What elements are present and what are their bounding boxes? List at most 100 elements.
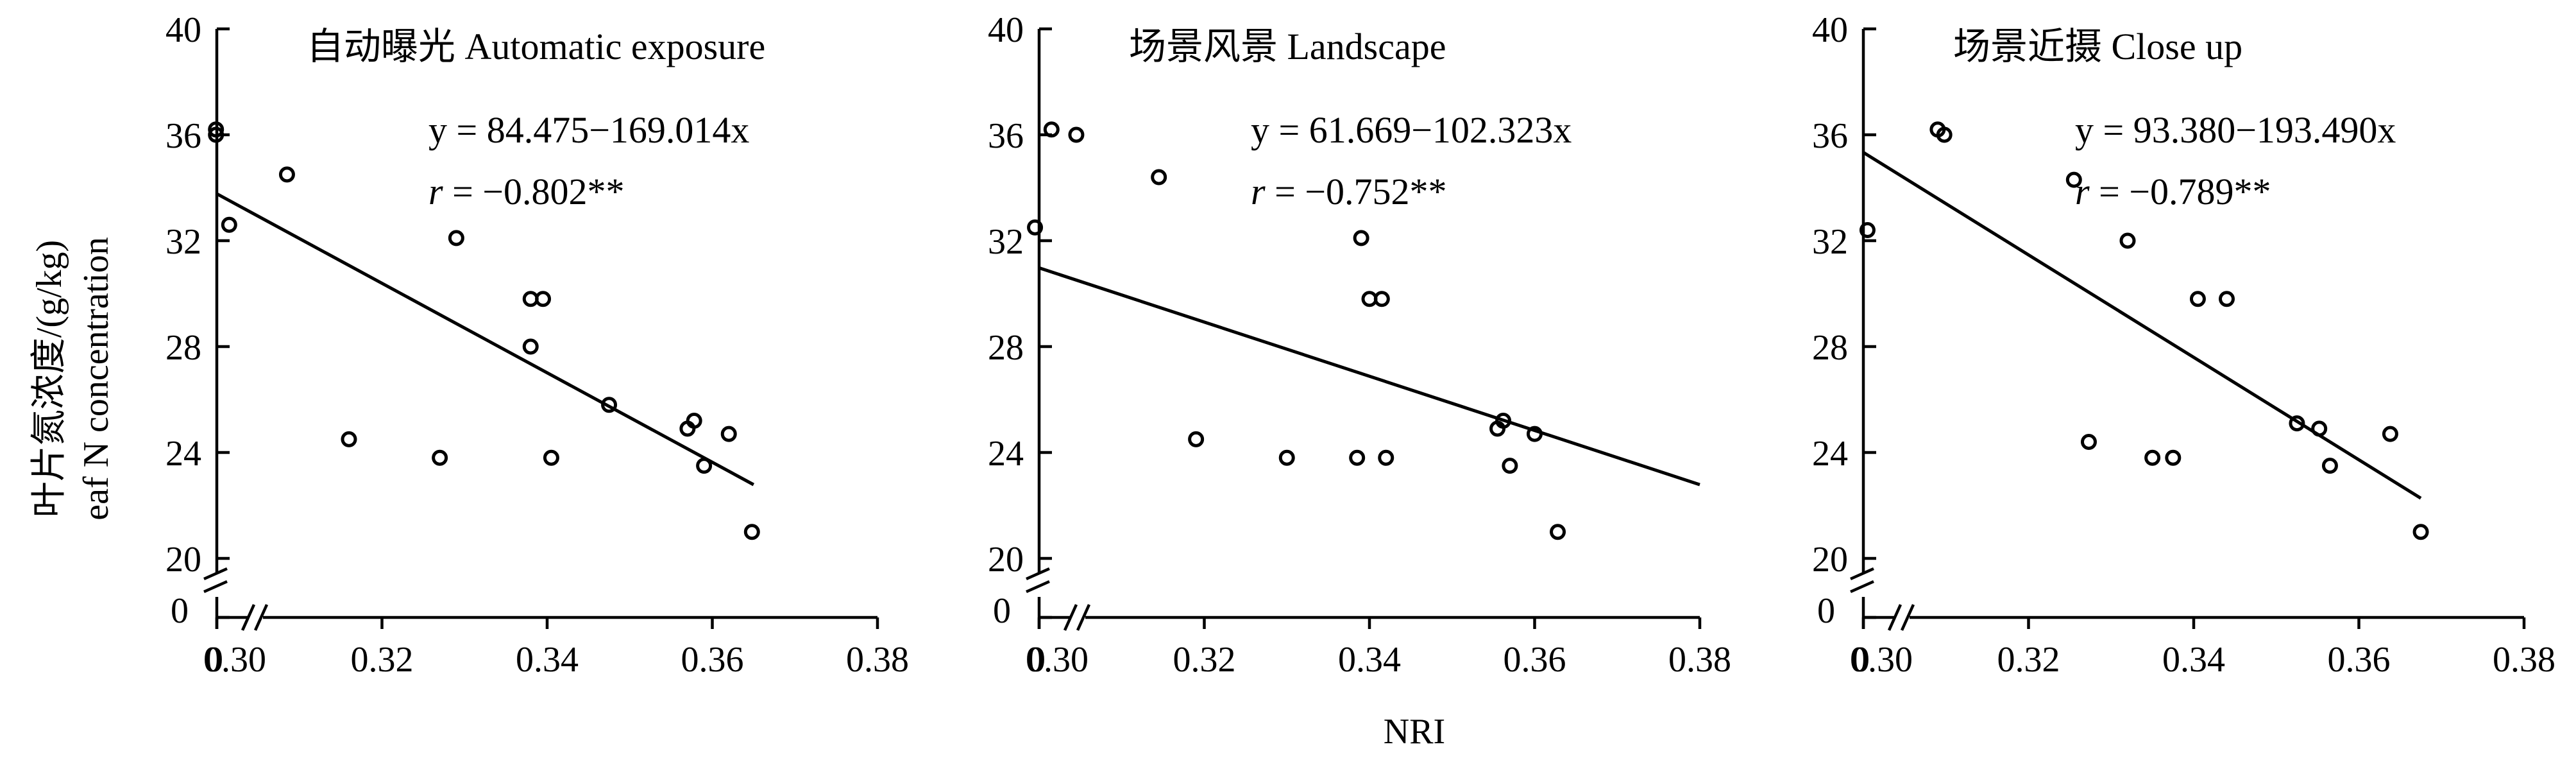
data-point [1550, 524, 1566, 540]
x-tick-label: 0.36 [681, 640, 744, 680]
y-axis-break-mark [1026, 567, 1050, 581]
regression-equation: y = 93.380−193.490x [2075, 109, 2396, 151]
y-tick-label: 20 [988, 540, 1024, 580]
x-tick-label-zero: 0 [1028, 640, 1046, 680]
panel-title: 自动曝光 Automatic exposure [307, 26, 765, 67]
x-tick-label: 0.34 [1338, 640, 1401, 680]
correlation-coefficient: r = −0.752** [1251, 171, 1447, 212]
x-axis-break-mark [253, 604, 269, 631]
y-tick-label: 20 [165, 540, 201, 580]
data-point [2119, 232, 2136, 249]
y-tick-label: 36 [988, 116, 1024, 156]
r-value: = −0.752** [1266, 171, 1447, 212]
x-tick-label: 0.30 [1850, 640, 1913, 680]
y-tick-label: 32 [1812, 222, 1848, 262]
data-point [2311, 420, 2328, 437]
correlation-coefficient: r = −0.789** [2075, 171, 2271, 212]
y-tick-label-zero: 0 [1817, 591, 1835, 631]
y-tick-label: 28 [165, 328, 201, 368]
regression-equation: y = 84.475−169.014x [428, 109, 749, 151]
x-tick-label: 0.32 [351, 640, 414, 680]
data-point [1188, 431, 1205, 447]
regression-line [1862, 151, 2422, 500]
data-point [278, 166, 295, 183]
y-tick-label-zero: 0 [171, 591, 189, 631]
data-point [448, 230, 464, 246]
y-tick-label: 24 [988, 434, 1024, 474]
data-point [1278, 449, 1295, 466]
data-point [535, 291, 552, 307]
r-value: = −0.789** [2090, 171, 2271, 212]
y-tick-label: 40 [988, 10, 1024, 50]
data-point [686, 413, 702, 429]
x-tick-label: 0.38 [846, 640, 909, 680]
regression-line [1038, 266, 1700, 487]
data-point [341, 431, 357, 447]
y-tick-label: 40 [165, 10, 201, 50]
y-axis-break-mark [203, 567, 228, 581]
y-tick-label: 24 [1812, 434, 1848, 474]
x-tick-label: 0.30 [203, 640, 266, 680]
data-point [522, 338, 539, 355]
data-point [1068, 126, 1085, 143]
x-axis-break-mark [1887, 604, 1902, 631]
panel-title: 场景近摄 Close up [1953, 26, 2242, 67]
data-point [1502, 458, 1518, 474]
y-tick-label-zero: 0 [993, 591, 1011, 631]
x-axis-label: NRI [1384, 712, 1445, 752]
x-tick-label: 0.38 [1668, 640, 1731, 680]
x-tick-label: 0.34 [516, 640, 579, 680]
data-point [1859, 222, 1876, 238]
regression-equation: y = 61.669−102.323x [1251, 109, 1572, 151]
y-tick-label: 36 [1812, 116, 1848, 156]
data-point [2382, 426, 2398, 442]
data-point [2065, 171, 2082, 188]
y-tick-label: 20 [1812, 540, 1848, 580]
x-tick-label: 0.36 [1504, 640, 1566, 680]
y-tick-label: 32 [988, 222, 1024, 262]
data-point [1936, 126, 1953, 143]
data-point [1151, 169, 1167, 185]
data-point [432, 449, 448, 466]
data-point [208, 126, 225, 143]
data-point [2289, 415, 2305, 432]
x-axis-break-mark [241, 604, 256, 631]
x-tick-label: 0.34 [2162, 640, 2225, 680]
data-point [696, 458, 713, 474]
y-tick-label: 28 [1812, 328, 1848, 368]
y-tick-label: 40 [1812, 10, 1848, 50]
data-point [2321, 458, 2338, 474]
y-axis-break-mark [1026, 580, 1050, 594]
x-tick-label: 0.38 [2493, 640, 2555, 680]
x-tick-label: 0.32 [1173, 640, 1236, 680]
y-axis-break-mark [1850, 567, 1874, 581]
data-point [221, 216, 237, 233]
y-tick-label: 32 [165, 222, 201, 262]
x-tick-label-zero: 0 [1852, 640, 1870, 680]
data-point [543, 449, 559, 466]
data-point [2080, 434, 2097, 450]
y-tick-label: 28 [988, 328, 1024, 368]
x-tick-label: 0.30 [1026, 640, 1089, 680]
correlation-coefficient: r = −0.802** [428, 171, 625, 212]
r-symbol: r [1251, 171, 1266, 212]
data-point [1495, 413, 1512, 429]
data-point [2144, 449, 2161, 466]
r-symbol: r [428, 171, 443, 212]
data-point [208, 121, 225, 138]
panel-title: 场景风景 Landscape [1129, 26, 1446, 67]
data-point [1027, 219, 1044, 236]
x-tick-label: 0.36 [2328, 640, 2391, 680]
data-point [1043, 121, 1060, 138]
x-axis-break-mark [1063, 604, 1078, 631]
y-axis-label-en: eaf N concentration [76, 237, 116, 521]
r-symbol: r [2075, 171, 2090, 212]
regression-line [216, 192, 755, 487]
y-axis-break-mark [203, 580, 228, 594]
data-point [1373, 291, 1390, 307]
data-point [743, 524, 760, 540]
x-axis-break-mark [1076, 604, 1091, 631]
